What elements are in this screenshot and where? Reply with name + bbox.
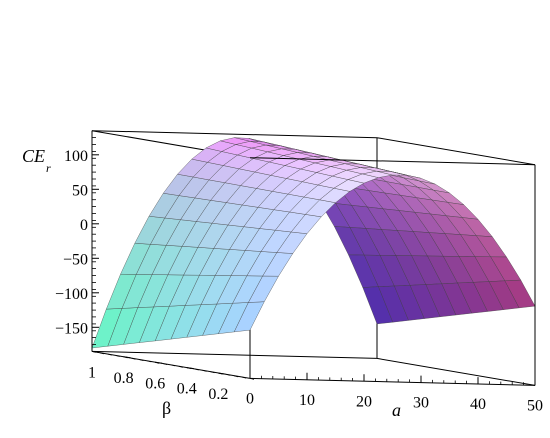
y-minor-tick — [242, 376, 247, 379]
y-minor-tick — [155, 361, 160, 364]
box-edge — [376, 357, 536, 386]
y-tick-label: 0.6 — [145, 375, 165, 392]
box-edge — [376, 137, 536, 166]
box-edge — [91, 130, 378, 139]
y-minor-tick — [147, 360, 152, 363]
x-tick-label: 20 — [356, 393, 372, 410]
y-minor-tick — [218, 372, 223, 375]
y-minor-tick — [115, 355, 120, 357]
y-axis-title: β — [162, 398, 171, 418]
y-minor-tick — [178, 365, 183, 368]
z-tick-label: 0 — [80, 217, 88, 234]
box-edge — [249, 157, 536, 166]
y-minor-tick — [131, 357, 136, 360]
y-minor-tick — [210, 371, 215, 374]
z-tick-label: −150 — [55, 320, 88, 337]
z-axis-title: CEr — [22, 146, 51, 175]
y-minor-tick — [139, 359, 144, 361]
surface-mesh — [91, 137, 536, 349]
y-tick-label: 0.4 — [177, 381, 197, 398]
y-tick-label: 0.8 — [114, 370, 134, 387]
y-minor-tick — [107, 353, 112, 356]
x-axis-title: a — [392, 400, 401, 420]
box-edge — [91, 350, 378, 359]
z-tick-label: −50 — [63, 251, 88, 268]
x-tick-label: 50 — [527, 397, 543, 414]
y-minor-tick — [99, 352, 104, 355]
y-minor-tick — [202, 369, 207, 372]
x-tick-label: 30 — [413, 395, 429, 412]
x-tick-label: 0 — [246, 390, 254, 407]
box-edge — [249, 377, 536, 386]
y-minor-tick — [186, 367, 191, 369]
x-tick-label: 40 — [470, 396, 486, 413]
y-minor-tick — [249, 378, 255, 380]
z-tick-label: 100 — [64, 148, 88, 165]
y-minor-tick — [123, 356, 128, 359]
y-tick-label: 0.2 — [208, 386, 228, 403]
z-tick-label: 50 — [72, 182, 88, 199]
y-minor-tick — [163, 363, 168, 365]
x-tick-label: 10 — [299, 392, 315, 409]
y-minor-tick — [170, 364, 176, 367]
y-tick-label: 1 — [88, 364, 96, 381]
axis-ticks: 100 50 0 −50 −100 −150 0 10 20 30 40 50 0.2 0.4 0.6 0.8… — [55, 137, 543, 414]
surface-patch — [504, 279, 536, 309]
y-minor-tick — [194, 368, 199, 371]
z-tick-label: −100 — [55, 286, 88, 303]
y-minor-tick — [91, 351, 97, 353]
y-minor-tick — [234, 375, 239, 378]
y-minor-tick — [226, 374, 231, 376]
